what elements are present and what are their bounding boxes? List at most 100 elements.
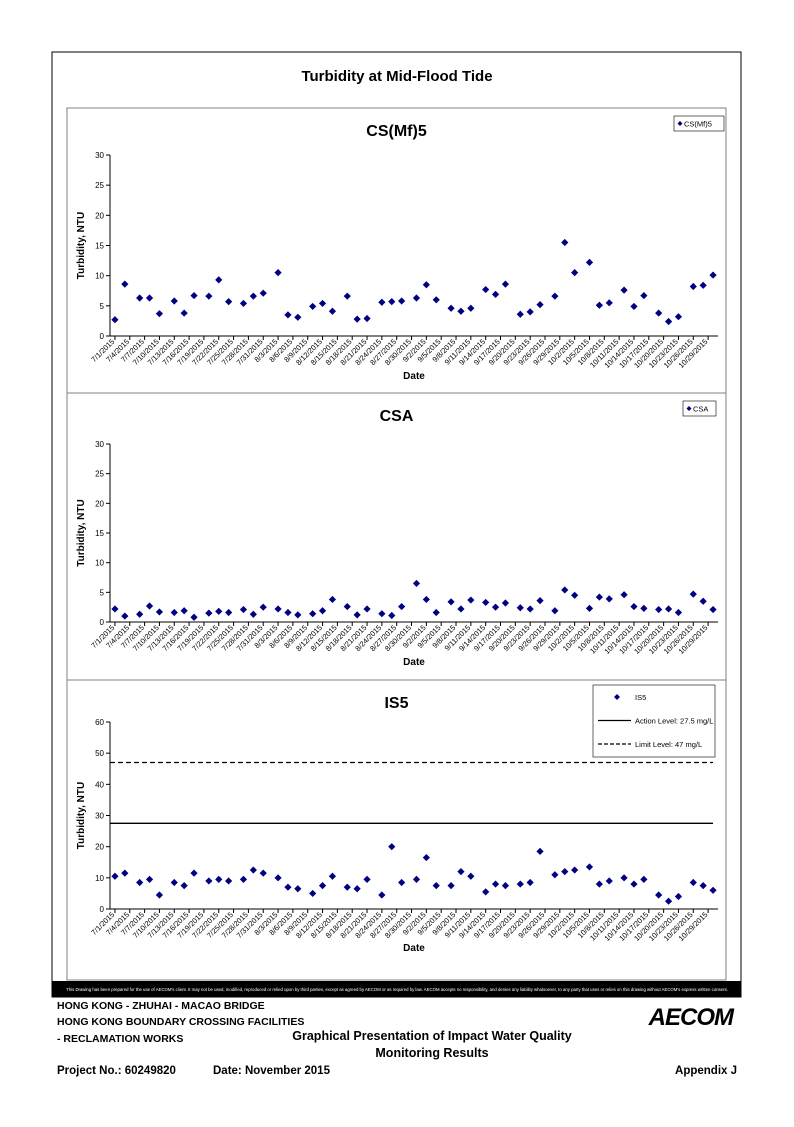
legend-label: Action Level: 27.5 mg/L [635,717,713,726]
data-point [215,607,223,615]
legend-label: Limit Level: 47 mg/L [635,740,702,749]
data-point [353,885,361,893]
page-title: Turbidity at Mid-Flood Tide [301,68,492,85]
data-point [501,599,510,607]
legend-label: CS(Mf)5 [684,120,712,129]
data-point [655,309,663,317]
data-point [388,611,396,620]
data-point [412,294,421,302]
y-tick-label: 0 [100,618,105,627]
data-point [353,315,361,323]
data-point [491,603,500,611]
data-point [551,292,559,300]
y-tick-label: 5 [100,588,105,597]
data-point [136,878,144,887]
data-point [239,299,248,308]
data-point [412,875,421,883]
data-point [571,591,579,599]
project-no: Project No.: 60249820 [57,1065,176,1077]
data-point [536,301,544,309]
data-point [655,605,663,614]
data-point [501,280,510,288]
data-point [121,280,129,288]
y-tick-label: 0 [100,332,105,341]
data-point [457,868,465,876]
y-tick-label: 10 [95,559,104,568]
y-tick-label: 30 [95,151,104,160]
data-point [699,882,707,890]
data-point [630,880,638,888]
data-point [145,294,154,302]
data-point [111,605,119,613]
data-point [422,853,430,862]
data-point [136,610,144,618]
data-point [605,877,613,885]
data-point [239,875,248,883]
footer-line: HONG KONG - ZHUHAI - MACAO BRIDGE [57,1000,265,1012]
data-point [259,289,267,297]
data-point [205,292,213,300]
data-point [709,605,717,614]
data-point [284,608,292,617]
data-point [467,872,475,880]
data-point [595,301,603,309]
chart-title: CSA [380,408,414,425]
data-point [398,297,406,305]
y-tick-label: 20 [95,843,104,852]
data-point [190,291,198,300]
data-point [249,292,257,300]
data-point [318,882,327,890]
data-point [318,299,327,308]
data-point [432,296,440,304]
data-point [585,604,594,612]
data-point [170,297,178,305]
data-point [328,595,337,604]
data-point [526,605,534,613]
data-point [378,610,386,618]
data-point [640,604,648,612]
data-point [432,608,440,617]
data-point [457,605,465,613]
legend-label: IS5 [635,693,646,702]
data-point [467,304,475,312]
data-point [516,310,524,318]
data-point [551,607,559,615]
data-point [620,591,628,599]
data-point [190,613,198,621]
data-point [620,286,628,294]
data-point [155,608,164,616]
data-point [447,598,455,606]
data-point [689,878,697,887]
data-point [516,880,524,888]
data-point [709,271,717,279]
data-point [180,607,188,615]
data-point [353,611,361,619]
data-point [328,872,337,880]
data-point [491,290,500,298]
legend-marker [677,121,683,126]
data-point [388,843,396,851]
data-point [239,605,248,614]
data-point [571,269,579,277]
chart-panel [66,679,727,981]
data-point [516,604,524,612]
data-point [447,882,455,890]
data-point [225,608,233,617]
data-point [571,866,579,874]
data-point [689,590,697,598]
y-tick-label: 15 [95,242,104,251]
footer-line: HONG KONG BOUNDARY CROSSING FACILITIES [57,1016,304,1028]
data-point [689,282,697,291]
legend-box [673,115,725,132]
data-point [343,292,351,300]
x-axis-label: Date [403,657,425,668]
data-point [709,886,717,894]
y-axis-label: Turbidity, NTU [76,499,87,566]
data-point [491,880,500,888]
data-point [145,602,154,610]
data-point [630,602,638,611]
data-point [526,878,534,887]
data-point [284,883,292,891]
data-point [457,307,465,315]
